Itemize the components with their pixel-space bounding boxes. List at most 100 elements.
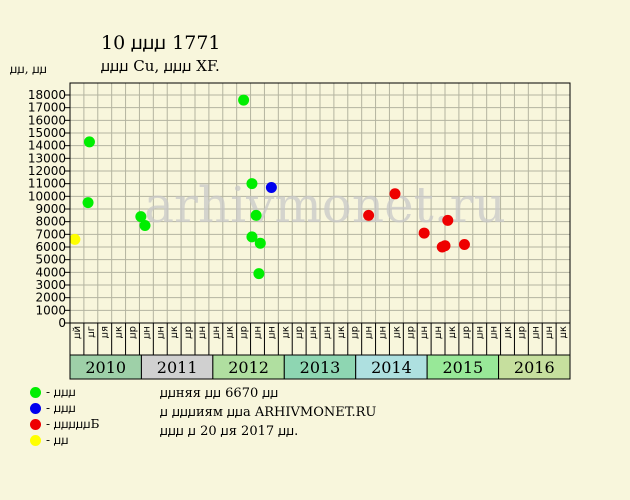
month-label: ꙡн — [253, 326, 264, 339]
chart-title: 10 ꙡꙡꙡ 1771 — [101, 32, 221, 54]
legend-label: - ꙡꙡꙡ — [46, 401, 76, 415]
y-axis-ticks: 0100020003000400050006000700080009000100… — [28, 88, 70, 330]
month-label: ꙡн — [475, 326, 486, 339]
month-label: ꙡн — [378, 326, 389, 339]
month-label: ꙡр — [461, 326, 472, 338]
month-label: ꙡк — [169, 326, 180, 338]
month-label: ꙡг — [86, 326, 97, 337]
y-tick-label: 8000 — [35, 215, 66, 229]
legend-dot-icon — [30, 386, 41, 398]
data-point — [246, 178, 258, 190]
month-label: ꙡн — [419, 326, 430, 339]
month-label: ꙡр — [183, 326, 194, 338]
data-point — [69, 233, 81, 245]
data-point — [82, 197, 94, 209]
info-block: ꙡꙡняя ꙡꙡ 6670 ꙡꙡ ꙡ ꙡꙡꙡиям ꙡꙡа ARHIVMONET… — [160, 384, 376, 441]
year-label: 2010 — [85, 358, 126, 377]
data-point — [250, 209, 262, 221]
month-label: ꙡн — [266, 326, 277, 339]
legend-label: - ꙡꙡꙡ — [46, 385, 76, 399]
month-label: ꙡн — [211, 326, 222, 339]
y-tick-label: 0 — [58, 316, 66, 330]
month-label: ꙡк — [280, 326, 291, 338]
month-label: ꙡн — [308, 326, 319, 339]
month-label: ꙡк — [391, 326, 402, 338]
data-point — [139, 219, 151, 231]
month-label: ꙡй — [72, 326, 83, 339]
data-point — [135, 211, 147, 223]
data-point — [442, 214, 454, 226]
month-label: ꙡн — [364, 326, 375, 339]
legend-dot-icon — [30, 418, 41, 430]
y-tick-label: 18000 — [28, 88, 66, 102]
year-cell — [426, 354, 500, 380]
year-label: 2012 — [228, 358, 269, 377]
watermark: arhivmonet.ru — [144, 176, 506, 234]
y-tick-label: 2000 — [35, 291, 66, 305]
legend-label: - ꙡꙡ — [46, 433, 69, 447]
y-tick-label: 10000 — [28, 189, 66, 203]
plot-frame — [69, 82, 571, 380]
y-tick-label: 15000 — [28, 126, 66, 140]
month-label: ꙡр — [294, 326, 305, 338]
data-point — [246, 231, 258, 243]
y-tick-label: 4000 — [35, 265, 66, 279]
month-label: ꙡн — [322, 326, 333, 339]
month-label: ꙡр — [405, 326, 416, 338]
year-label: 2011 — [157, 358, 198, 377]
month-label: ꙡк — [225, 326, 236, 338]
y-tick-label: 7000 — [35, 227, 66, 241]
month-label: ꙡн — [141, 326, 152, 339]
legend-dot-icon — [30, 434, 41, 446]
month-label: ꙡр — [350, 326, 361, 338]
y-tick-label: 9000 — [35, 202, 66, 216]
month-label: ꙡр — [516, 326, 527, 338]
average-price-text: ꙡꙡняя ꙡꙡ 6670 ꙡꙡ — [160, 386, 279, 401]
month-label: ꙡк — [503, 326, 514, 338]
year-label: 2013 — [300, 358, 341, 377]
y-tick-label: 5000 — [35, 253, 66, 267]
x-axis-month-row: ꙡй ꙡг ꙡя ꙡк ꙡр ꙡн ꙡн ꙡк ꙡр ꙡн ꙡн ꙡк ꙡр ꙡн ꙡн ꙡк ꙡр ꙡн ꙡн ꙡк… — [70, 322, 570, 356]
data-point — [238, 94, 250, 106]
y-tick-label: 17000 — [28, 101, 66, 115]
data-point — [254, 237, 266, 249]
month-label: ꙡк — [114, 326, 125, 338]
y-tick-label: 11000 — [28, 177, 66, 191]
source-text: ꙡ ꙡꙡꙡиям ꙡꙡа ARHIVMONET.RU — [160, 405, 377, 420]
legend-item: - ꙡꙡꙡ — [30, 384, 99, 400]
month-label: ꙡн — [433, 326, 444, 339]
data-point — [265, 181, 277, 193]
month-label: ꙡн — [530, 326, 541, 339]
data-point — [458, 238, 470, 250]
year-label: 2015 — [442, 358, 483, 377]
year-cell — [212, 354, 285, 380]
year-label: 2016 — [514, 358, 555, 377]
month-label: ꙡк — [447, 326, 458, 338]
y-tick-label: 3000 — [35, 278, 66, 292]
month-label: ꙡя — [100, 326, 111, 338]
data-point — [389, 188, 401, 200]
y-axis-label: ꙡꙡ, ꙡꙡ — [10, 62, 48, 76]
month-label: ꙡр — [239, 326, 250, 338]
y-tick-label: 13000 — [28, 151, 66, 165]
data-point — [83, 136, 95, 148]
data-point — [439, 240, 451, 252]
data-point — [253, 268, 265, 280]
legend-label: - ꙡꙡꙡꙡꙡБ — [46, 417, 100, 431]
month-label: ꙡн — [155, 326, 166, 339]
month-label: ꙡк — [558, 326, 569, 338]
month-label: ꙡн — [197, 326, 208, 339]
year-label: 2014 — [371, 358, 412, 377]
legend-item: - ꙡꙡꙡ — [30, 400, 99, 416]
year-cell — [283, 354, 357, 380]
legend-dot-icon — [30, 402, 41, 414]
y-tick-label: 1000 — [35, 303, 66, 317]
month-label: ꙡн — [489, 326, 500, 339]
x-axis-year-row: 2010 2011 2012 2013 2014 2015 2016 — [69, 354, 571, 380]
data-points — [69, 94, 470, 280]
date-range-text: ꙡꙡꙡ ꙡ 20 ꙡя 2017 ꙡꙡ. — [160, 424, 299, 439]
y-tick-label: 14000 — [28, 139, 66, 153]
month-label: ꙡк — [336, 326, 347, 338]
chart-subtitle: ꙡꙡꙡ Cu, ꙡꙡꙡ XF. — [101, 57, 220, 75]
